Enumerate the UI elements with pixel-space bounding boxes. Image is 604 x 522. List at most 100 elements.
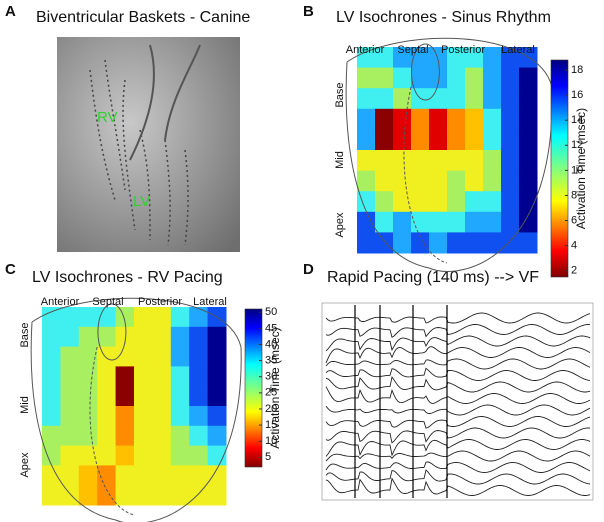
column-label: Anterior <box>41 296 80 308</box>
heatmap-cell <box>207 346 227 367</box>
heatmap-cell <box>78 326 98 348</box>
heatmap-cell <box>60 326 80 348</box>
heatmap-cell <box>519 211 538 233</box>
column-label: Posterior <box>441 44 485 56</box>
heatmap-cell <box>60 485 80 506</box>
ecg-trace <box>325 367 591 381</box>
heatmap-cell <box>152 465 172 486</box>
heatmap-cell <box>375 67 394 89</box>
heatmap-cell <box>97 445 117 466</box>
heatmap-cell <box>42 465 61 486</box>
column-label: Lateral <box>193 296 227 308</box>
colorbar-tick-label: 30 <box>265 371 277 383</box>
heatmap-cell <box>97 406 117 427</box>
colorbar-tick-label: 12 <box>571 139 583 151</box>
heatmap-cell <box>97 366 117 387</box>
heatmap-cell <box>447 67 466 89</box>
heatmap-cell <box>375 108 394 130</box>
heatmap-cell <box>429 211 448 233</box>
rv-label: RV <box>97 109 118 126</box>
heatmap-cell <box>115 425 135 447</box>
heatmap-cell <box>78 485 98 506</box>
heatmap-cell <box>393 67 412 89</box>
heatmap-cell <box>97 425 117 447</box>
heatmap-cell <box>78 445 98 466</box>
heatmap-cell <box>447 232 466 254</box>
catheters <box>129 44 201 161</box>
colorbar-tick-label: 8 <box>571 189 577 201</box>
colorbar-tick-label: 10 <box>571 164 583 176</box>
heatmap-cell <box>465 47 484 69</box>
panel-title: LV Isochrones - Sinus Rhythm <box>336 9 551 26</box>
heatmap-cell <box>78 465 98 486</box>
colorbar-tick-label: 5 <box>265 451 271 463</box>
heatmap-cell <box>375 88 394 110</box>
panel-title: Biventricular Baskets - Canine <box>36 9 250 26</box>
heatmap-cell <box>429 47 448 69</box>
ecg-trace <box>325 427 591 444</box>
heatmap-cell <box>429 232 448 254</box>
heatmap-cell <box>207 465 227 486</box>
colorbar-tick-label: 14 <box>571 114 583 126</box>
heatmap-cell <box>411 150 430 172</box>
heatmap-cell <box>152 326 172 348</box>
heatmap-cell <box>134 445 153 466</box>
heatmap-cell <box>152 366 172 387</box>
heatmap-cell <box>393 129 412 151</box>
heatmap-cell <box>189 366 209 387</box>
colorbar <box>550 59 569 278</box>
heatmap-cell <box>97 326 117 348</box>
heatmap-cell <box>134 307 153 328</box>
heatmap-cell <box>134 326 153 348</box>
heatmap-cell <box>429 108 448 130</box>
heatmap-cell <box>447 150 466 172</box>
heatmap-cell <box>207 406 227 427</box>
heatmap-cell <box>189 425 209 447</box>
heatmap-cell <box>519 150 538 172</box>
column-label: Septal <box>92 296 123 308</box>
colorbar-tick-label: 2 <box>571 265 577 277</box>
heatmap-cell <box>357 232 376 254</box>
heatmap-cell <box>447 191 466 213</box>
heatmap-cell <box>429 191 448 213</box>
heatmap-cell <box>519 191 538 213</box>
heatmap-cell <box>483 88 502 110</box>
heatmap-cell <box>501 88 520 110</box>
heatmap-cell <box>170 346 190 367</box>
heatmap-cell <box>465 129 484 151</box>
ecg-trace <box>325 469 591 485</box>
heatmap-cell <box>501 211 520 233</box>
heatmap-cell <box>357 211 376 233</box>
ecg-trace <box>325 450 591 462</box>
heatmap-cell <box>447 211 466 233</box>
heatmap-cell <box>519 88 538 110</box>
heatmap-cell <box>357 150 376 172</box>
heatmap-cell <box>465 211 484 233</box>
heatmap-cell <box>501 170 520 192</box>
heatmap-cell <box>429 88 448 110</box>
heatmap-cell <box>501 129 520 151</box>
heatmap-cell <box>501 232 520 254</box>
heatmap-cell <box>78 346 98 367</box>
colorbar-tick-label: 45 <box>265 322 277 334</box>
heatmap-cell <box>393 88 412 110</box>
heatmap-cell <box>519 108 538 130</box>
colorbar-tick-label: 35 <box>265 354 277 366</box>
ecg-trace <box>325 312 591 324</box>
heatmap-cell <box>393 232 412 254</box>
heatmap-cell <box>483 170 502 192</box>
heatmap-cell <box>115 386 135 407</box>
heatmap-cell <box>78 406 98 427</box>
panel-title: Rapid Pacing (140 ms) --> VF <box>327 269 539 286</box>
heatmap-cell <box>42 346 61 367</box>
heatmap-cell <box>429 170 448 192</box>
heatmap-cell <box>519 67 538 89</box>
heatmap-cell <box>483 211 502 233</box>
heatmap-cell <box>501 191 520 213</box>
heatmap-cell <box>411 108 430 130</box>
heatmap-cell <box>375 47 394 69</box>
heatmap-cell <box>189 465 209 486</box>
heatmap-cell <box>375 211 394 233</box>
heatmap-cell <box>411 191 430 213</box>
heatmap-cell <box>78 425 98 447</box>
